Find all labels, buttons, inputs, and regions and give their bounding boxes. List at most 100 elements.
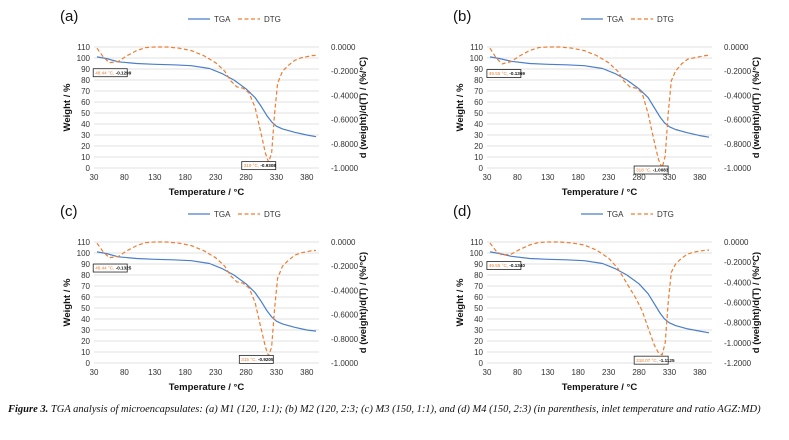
y-right-tick-label: -0.6000 xyxy=(331,311,359,320)
y-right-tick-label: -0.8000 xyxy=(724,319,752,328)
callout-value: -0.1325 xyxy=(116,266,132,271)
y-right-tick-label: -0.2000 xyxy=(331,67,359,76)
panel-label: (d) xyxy=(453,203,471,220)
y-left-tick-label: 30 xyxy=(81,131,90,140)
y-left-tick-label: 110 xyxy=(77,43,90,52)
data-callout-label: 315 °C, -0.9205 xyxy=(241,357,274,362)
x-tick-label: 30 xyxy=(90,368,99,377)
data-callout-label: 48.44 °C, -0.1325 xyxy=(95,266,132,271)
x-tick-label: 380 xyxy=(300,173,314,182)
y-right-tick-label: -0.4000 xyxy=(724,91,752,100)
y-left-tick-label: 10 xyxy=(81,153,90,162)
caption-label: Figure 3. xyxy=(8,404,48,415)
y-right-axis-title: d (weight)/d(T) / (%/°C) xyxy=(751,57,762,158)
tga-panel: (b) 0 10 20 30 40 50 60 70 80 90 100 110 0.0000 -0.200… xyxy=(393,5,783,195)
y-left-tick-label: 10 xyxy=(81,348,90,357)
callout-temperature: 48.44 °C, xyxy=(95,70,115,75)
callout-temperature: 49.55 °C, xyxy=(489,71,509,76)
x-tick-label: 280 xyxy=(632,368,646,377)
y-left-tick-label: 100 xyxy=(77,54,91,63)
y-left-tick-label: 50 xyxy=(474,304,483,313)
series-line-dtg xyxy=(97,47,316,162)
x-axis-title: Temperature / °C xyxy=(562,187,638,198)
y-right-tick-label: -0.6000 xyxy=(724,299,752,308)
x-axis-title: Temperature / °C xyxy=(169,382,245,393)
x-tick-label: 30 xyxy=(483,368,492,377)
callout-temperature: 318.07 °C, xyxy=(636,358,659,363)
callout-temperature: 318 °C, xyxy=(636,168,653,173)
y-left-tick-label: 20 xyxy=(81,337,90,346)
y-left-tick-label: 60 xyxy=(474,98,483,107)
callout-value: -0.9205 xyxy=(258,357,274,362)
legend-label-tga: TGA xyxy=(607,15,624,24)
y-right-tick-label: 0.0000 xyxy=(331,43,356,52)
x-tick-label: 380 xyxy=(693,173,707,182)
series-line-dtg xyxy=(490,47,709,168)
data-callout: 318 °C, -1.0083 xyxy=(634,166,669,174)
x-axis-title: Temperature / °C xyxy=(169,187,245,198)
y-right-tick-label: -0.2000 xyxy=(724,258,752,267)
y-left-tick-label: 90 xyxy=(81,260,90,269)
legend-label-dtg: DTG xyxy=(657,15,674,24)
y-left-tick-label: 90 xyxy=(81,65,90,74)
legend-label-tga: TGA xyxy=(214,15,231,24)
data-callout-label: 319 °C, -0.9308 xyxy=(244,163,277,168)
tga-panel: (c) 0 10 20 30 40 50 60 70 80 90 100 110 0.0000 -0.200… xyxy=(0,200,390,390)
y-left-tick-label: 10 xyxy=(474,348,483,357)
y-right-tick-label: -0.8000 xyxy=(331,335,359,344)
y-right-tick-label: -0.6000 xyxy=(331,116,359,125)
x-tick-label: 330 xyxy=(663,368,677,377)
y-left-tick-label: 110 xyxy=(470,43,483,52)
y-right-tick-label: -1.0000 xyxy=(331,359,359,368)
y-left-tick-label: 100 xyxy=(470,249,484,258)
x-tick-label: 30 xyxy=(90,173,99,182)
y-left-tick-label: 100 xyxy=(77,249,91,258)
x-tick-label: 330 xyxy=(270,368,284,377)
y-left-tick-label: 70 xyxy=(81,282,90,291)
tga-panel: (d) 0 10 20 30 40 50 60 70 80 90 100 110 0.0000 -0.200… xyxy=(393,200,783,390)
x-tick-label: 180 xyxy=(179,173,193,182)
y-right-tick-label: 0.0000 xyxy=(331,238,356,247)
panel-label: (a) xyxy=(60,8,78,25)
y-right-tick-label: -0.8000 xyxy=(724,140,752,149)
tga-chart-svg: (d)0102030405060708090100110 0.0000-0.200… xyxy=(393,200,783,390)
legend-label-dtg: DTG xyxy=(264,15,281,24)
y-left-tick-label: 20 xyxy=(474,142,483,151)
y-left-tick-label: 80 xyxy=(81,271,90,280)
y-right-tick-label: 0.0000 xyxy=(724,43,749,52)
panel-label: (b) xyxy=(453,8,471,25)
data-callout-label: 318 °C, -1.0083 xyxy=(636,168,669,173)
y-left-tick-label: 100 xyxy=(470,54,484,63)
y-left-tick-label: 30 xyxy=(81,326,90,335)
y-left-tick-label: 110 xyxy=(77,238,90,247)
legend-label-dtg: DTG xyxy=(657,210,674,219)
data-callout: 319 °C, -0.9308 xyxy=(242,162,277,170)
series-line-dtg xyxy=(490,242,709,355)
x-tick-label: 330 xyxy=(270,173,284,182)
y-right-tick-label: -0.2000 xyxy=(331,262,359,271)
x-tick-label: 230 xyxy=(209,368,223,377)
x-tick-label: 180 xyxy=(572,173,586,182)
y-left-tick-label: 30 xyxy=(474,326,483,335)
y-right-tick-label: -0.4000 xyxy=(724,278,752,287)
x-tick-label: 230 xyxy=(602,173,616,182)
tga-chart-svg: (b)0102030405060708090100110 0.0000-0.200… xyxy=(393,5,783,195)
x-axis-title: Temperature / °C xyxy=(562,382,638,393)
data-callout-label: 318.07 °C, -1.1125 xyxy=(636,358,675,363)
legend-label-tga: TGA xyxy=(607,210,624,219)
y-left-tick-label: 60 xyxy=(81,98,90,107)
y-left-tick-label: 80 xyxy=(81,76,90,85)
x-tick-label: 80 xyxy=(120,368,129,377)
y-right-tick-label: -0.8000 xyxy=(331,140,359,149)
y-left-tick-label: 60 xyxy=(81,293,90,302)
y-left-tick-label: 10 xyxy=(474,153,483,162)
legend-label-tga: TGA xyxy=(214,210,231,219)
callout-temperature: 48.44 °C, xyxy=(95,266,115,271)
y-left-tick-label: 50 xyxy=(474,109,483,118)
data-callout: 48.44 °C, -0.1299 xyxy=(93,69,132,77)
callout-temperature: 315 °C, xyxy=(241,357,258,362)
x-tick-label: 380 xyxy=(693,368,707,377)
y-left-tick-label: 50 xyxy=(81,109,90,118)
y-left-tick-label: 40 xyxy=(474,120,483,129)
x-tick-label: 180 xyxy=(179,368,193,377)
